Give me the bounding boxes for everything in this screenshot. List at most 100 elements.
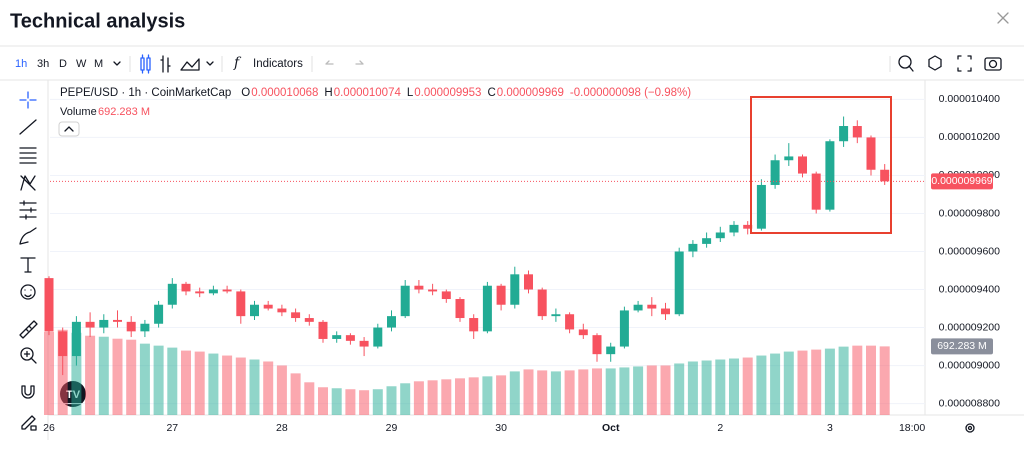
candle-body bbox=[167, 283, 177, 305]
ohlc-label: O bbox=[241, 87, 250, 99]
volume-bar bbox=[674, 363, 685, 415]
symbol-label: PEPE/USD · 1h · CoinMarketCap bbox=[60, 87, 231, 99]
candle-body bbox=[551, 314, 561, 317]
close-button[interactable] bbox=[997, 12, 1009, 24]
candle-body bbox=[674, 251, 684, 315]
last-volume-label: 692.283 M bbox=[937, 340, 987, 352]
x-tick-label: 27 bbox=[166, 422, 178, 434]
fib-tool[interactable] bbox=[19, 147, 37, 164]
candle-body bbox=[236, 291, 246, 317]
zoom-tool[interactable] bbox=[20, 347, 34, 361]
undo-button[interactable] bbox=[325, 60, 334, 65]
volume-bar bbox=[687, 361, 698, 415]
pattern-tool[interactable] bbox=[20, 175, 36, 191]
candle-body bbox=[715, 232, 725, 239]
candles-button[interactable] bbox=[140, 54, 151, 74]
ohlc-label: H bbox=[324, 87, 332, 99]
volume-bar bbox=[619, 367, 630, 415]
candle-body bbox=[770, 160, 780, 185]
axis-settings-button[interactable] bbox=[965, 423, 975, 433]
candle-body bbox=[496, 285, 506, 305]
collapse-button[interactable] bbox=[58, 121, 80, 137]
y-tick-label: 0.000010400 bbox=[939, 93, 1000, 105]
emoji-tool[interactable] bbox=[20, 284, 36, 300]
interval-button[interactable]: W bbox=[76, 58, 87, 70]
candle-body bbox=[304, 318, 314, 322]
volume-bar bbox=[98, 336, 109, 415]
volume-bar bbox=[290, 373, 301, 415]
y-tick-label: 0.000008800 bbox=[939, 397, 1000, 409]
interval-button[interactable]: 3h bbox=[37, 58, 49, 70]
settings-button[interactable] bbox=[928, 55, 942, 71]
candle-body bbox=[44, 278, 54, 332]
candle-body bbox=[277, 308, 287, 313]
text-tool[interactable] bbox=[20, 257, 36, 273]
interval-button[interactable]: D bbox=[59, 58, 67, 70]
interval-button[interactable]: 1h bbox=[15, 58, 27, 70]
x-tick-label: 28 bbox=[276, 422, 288, 434]
volume-bar bbox=[660, 365, 671, 415]
window-title: Technical analysis bbox=[10, 10, 185, 32]
redo-button[interactable] bbox=[355, 60, 364, 65]
volume-bar bbox=[509, 371, 520, 415]
candle-body bbox=[482, 285, 492, 332]
volume-legend-value: 692.283 M bbox=[98, 106, 150, 118]
candle-body bbox=[798, 156, 807, 174]
candle-body bbox=[619, 310, 629, 347]
indicators-icon[interactable]: f bbox=[233, 55, 242, 71]
candle-body bbox=[373, 327, 383, 347]
candle-body bbox=[71, 321, 81, 357]
volume-bar bbox=[564, 370, 575, 415]
interval-button[interactable]: M bbox=[94, 58, 103, 70]
indicators-button[interactable]: Indicators bbox=[253, 58, 303, 70]
candle-body bbox=[469, 318, 479, 332]
crosshair-tool[interactable] bbox=[19, 91, 37, 109]
forecast-tool[interactable] bbox=[19, 200, 37, 220]
interval-dropdown[interactable] bbox=[113, 61, 121, 66]
volume-bar bbox=[550, 371, 561, 415]
candle-body bbox=[126, 321, 136, 332]
last-price-label: 0.000009969 bbox=[931, 175, 992, 187]
candle-body bbox=[387, 316, 396, 328]
volume-bar bbox=[523, 369, 534, 415]
candle-body bbox=[852, 126, 862, 138]
brush-tool[interactable] bbox=[19, 227, 37, 245]
area-button[interactable] bbox=[180, 58, 200, 71]
y-tick-label: 0.000009000 bbox=[939, 359, 1000, 371]
screenshot-button[interactable] bbox=[984, 57, 1002, 71]
fullscreen-button[interactable] bbox=[957, 55, 972, 72]
replay-button[interactable] bbox=[898, 55, 914, 72]
ohlc-label: C bbox=[487, 87, 495, 99]
candle-body bbox=[195, 291, 205, 294]
x-tick-label: Oct bbox=[602, 422, 620, 434]
volume-bar bbox=[797, 350, 808, 415]
ohlc-label: L bbox=[407, 87, 414, 99]
ruler-tool[interactable] bbox=[19, 320, 38, 339]
volume-bar bbox=[537, 370, 548, 415]
volume-bar bbox=[181, 350, 191, 415]
last-price-tag bbox=[931, 173, 993, 190]
trendline-tool[interactable] bbox=[19, 119, 37, 135]
volume-bar bbox=[71, 332, 82, 415]
bars-button[interactable] bbox=[160, 55, 171, 73]
candle-body bbox=[784, 156, 794, 161]
candle-body bbox=[606, 346, 616, 355]
x-tick-label: 18:00 bbox=[899, 422, 925, 434]
volume-bar bbox=[646, 365, 657, 415]
volume-bar bbox=[249, 359, 260, 415]
volume-bar bbox=[372, 389, 383, 415]
lock-tool[interactable] bbox=[21, 415, 37, 431]
candle-body bbox=[345, 335, 355, 341]
volume-bar bbox=[605, 368, 616, 415]
drawing-toolbar bbox=[19, 91, 38, 431]
magnet-tool[interactable] bbox=[21, 385, 35, 399]
candle-body bbox=[825, 141, 835, 210]
volume-bar bbox=[633, 366, 644, 415]
volume-bar bbox=[852, 345, 863, 415]
chart-type-dropdown[interactable] bbox=[206, 61, 214, 66]
candle-body bbox=[661, 308, 670, 315]
candle-body bbox=[400, 285, 410, 317]
volume-bar bbox=[167, 347, 178, 415]
